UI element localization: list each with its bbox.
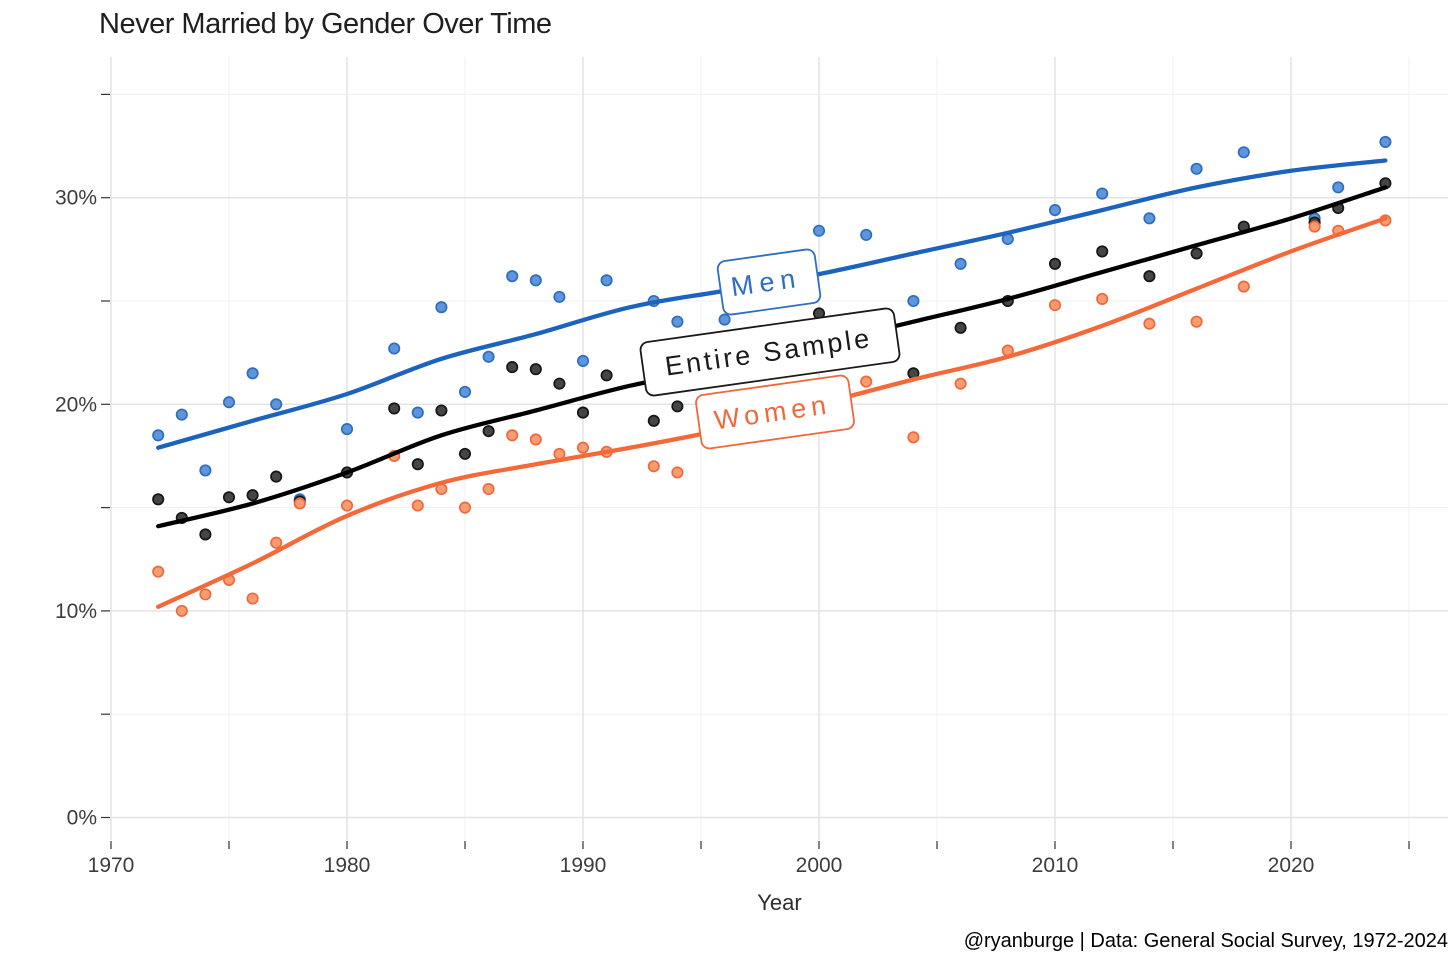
data-point-men (812, 224, 826, 237)
data-point-women (340, 499, 354, 512)
data-point-entire (600, 369, 613, 382)
footer-credit: @ryanburge | Data: General Social Survey… (963, 930, 1448, 952)
series-label-box (639, 307, 901, 397)
data-point-men (1096, 187, 1109, 200)
data-point-women (152, 565, 165, 578)
data-point-men (600, 274, 613, 287)
x-tick-label: 2010 (1032, 854, 1079, 877)
chart-title: Never Married by Gender Over Time (99, 8, 552, 40)
data-point-men (907, 294, 920, 308)
data-point-men (1237, 146, 1250, 159)
data-point-men (954, 257, 967, 270)
data-point-men (1190, 162, 1203, 175)
data-point-men (458, 385, 472, 398)
data-point-men (435, 301, 448, 314)
series-label-women: Women (695, 374, 855, 450)
data-point-entire (506, 361, 519, 374)
data-point-men (1143, 212, 1156, 225)
data-point-women (199, 588, 212, 601)
data-point-women (954, 377, 967, 390)
data-point-men (1379, 135, 1392, 148)
data-point-entire (152, 493, 165, 506)
data-point-women (411, 499, 424, 512)
data-point-entire (647, 414, 660, 427)
data-point-women (1096, 292, 1109, 305)
data-point-entire (222, 491, 236, 504)
data-point-women (175, 604, 188, 617)
data-point-entire (1190, 247, 1203, 260)
x-axis-title: Year (757, 890, 802, 915)
data-point-men (340, 423, 354, 436)
data-point-women (860, 375, 873, 388)
data-point-entire (1096, 245, 1109, 258)
y-tick-label: 30% (55, 187, 97, 210)
data-point-entire (553, 377, 566, 390)
data-point-women (1048, 299, 1062, 312)
series-label-men: Men (716, 248, 822, 316)
x-tick-label: 2000 (796, 854, 843, 877)
data-point-entire (671, 400, 684, 413)
data-point-entire (1048, 257, 1062, 270)
x-tick-label: 1990 (560, 854, 607, 877)
data-point-women (671, 466, 684, 479)
data-point-women (529, 433, 542, 446)
data-point-women (458, 501, 472, 514)
data-point-men (576, 354, 590, 367)
data-point-entire (388, 402, 401, 415)
data-point-entire (411, 458, 424, 471)
data-point-men (1332, 181, 1345, 194)
data-point-women (647, 460, 660, 473)
data-point-men (529, 274, 542, 287)
data-point-men (199, 464, 212, 477)
data-point-men (270, 398, 283, 411)
data-point-men (506, 270, 519, 283)
x-tick-label: 1980 (324, 854, 371, 877)
data-point-men (152, 429, 165, 442)
data-point-women (576, 441, 590, 454)
data-point-men (553, 290, 566, 303)
data-point-men (246, 367, 259, 380)
data-point-entire (576, 406, 590, 419)
data-point-men (482, 350, 495, 363)
data-point-women (1237, 280, 1250, 293)
y-tick-label: 10% (55, 600, 97, 623)
series-label-box (716, 248, 822, 316)
data-point-entire (529, 363, 542, 376)
data-point-women (246, 592, 259, 605)
data-point-entire (458, 447, 472, 460)
data-point-entire (435, 404, 448, 417)
data-point-women (1190, 315, 1203, 328)
data-point-entire (246, 489, 259, 502)
data-point-men (388, 342, 401, 355)
data-point-women (1143, 317, 1156, 330)
series-label-box (695, 374, 855, 450)
data-point-men (718, 313, 731, 326)
y-tick-label: 20% (55, 393, 97, 416)
data-point-entire (270, 470, 283, 483)
data-point-men (411, 406, 424, 419)
data-point-entire (199, 528, 212, 541)
data-point-women (293, 497, 306, 510)
data-point-women (1308, 220, 1321, 233)
data-point-women (506, 429, 519, 442)
data-point-men (222, 396, 236, 409)
data-point-women (482, 482, 495, 496)
x-tick-label: 1970 (88, 854, 135, 877)
data-point-entire (1143, 270, 1156, 283)
data-point-men (175, 408, 188, 421)
data-point-men (671, 315, 684, 328)
y-tick-label: 0% (67, 807, 97, 830)
data-point-entire (482, 425, 495, 438)
data-point-women (270, 536, 283, 549)
x-tick-label: 2020 (1268, 854, 1315, 877)
data-point-men (1048, 204, 1062, 217)
data-point-men (860, 228, 873, 241)
data-point-entire (954, 321, 967, 334)
data-point-women (907, 431, 920, 444)
